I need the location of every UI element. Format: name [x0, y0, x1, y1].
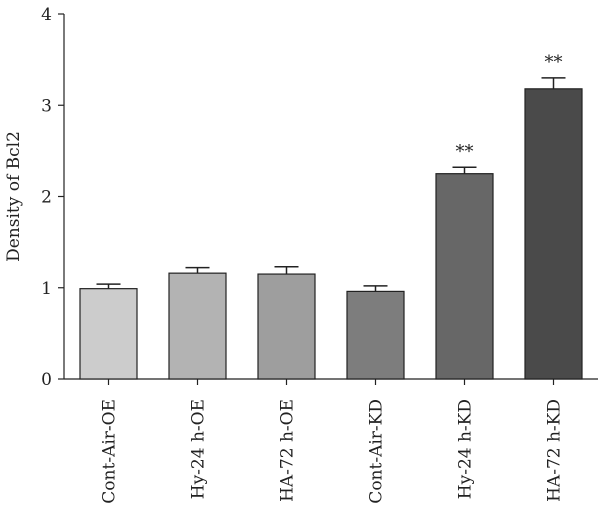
- labels: Density of Bcl2 Cont-Air-OE Hy-24 h-OE HA-7…: [4, 52, 565, 504]
- bars: [79, 77, 583, 380]
- category-label: Hy-24 h-OE: [189, 399, 209, 499]
- bar: [257, 273, 316, 380]
- y-tick-label: 2: [41, 188, 52, 208]
- category-label: Hy-24 h-KD: [456, 399, 476, 499]
- category-label: HA-72 h-KD: [545, 399, 565, 502]
- category-label: Cont-Air-OE: [100, 399, 120, 504]
- y-tick-label: 4: [41, 5, 52, 25]
- bar: [346, 290, 405, 380]
- category-label: HA-72 h-OE: [278, 399, 298, 502]
- y-tick-label: 0: [41, 370, 52, 390]
- bar: [435, 173, 494, 380]
- y-tick-label: 1: [41, 279, 52, 299]
- significance-marker: **: [545, 52, 563, 73]
- axes: 0 1 2 3 4: [41, 5, 598, 390]
- bar: [79, 288, 138, 380]
- significance-marker: **: [456, 141, 474, 162]
- y-tick-label: 3: [41, 96, 52, 116]
- bar: [524, 88, 583, 380]
- y-axis-label: Density of Bcl2: [4, 131, 24, 262]
- bar: [168, 272, 227, 380]
- category-label: Cont-Air-KD: [367, 399, 387, 504]
